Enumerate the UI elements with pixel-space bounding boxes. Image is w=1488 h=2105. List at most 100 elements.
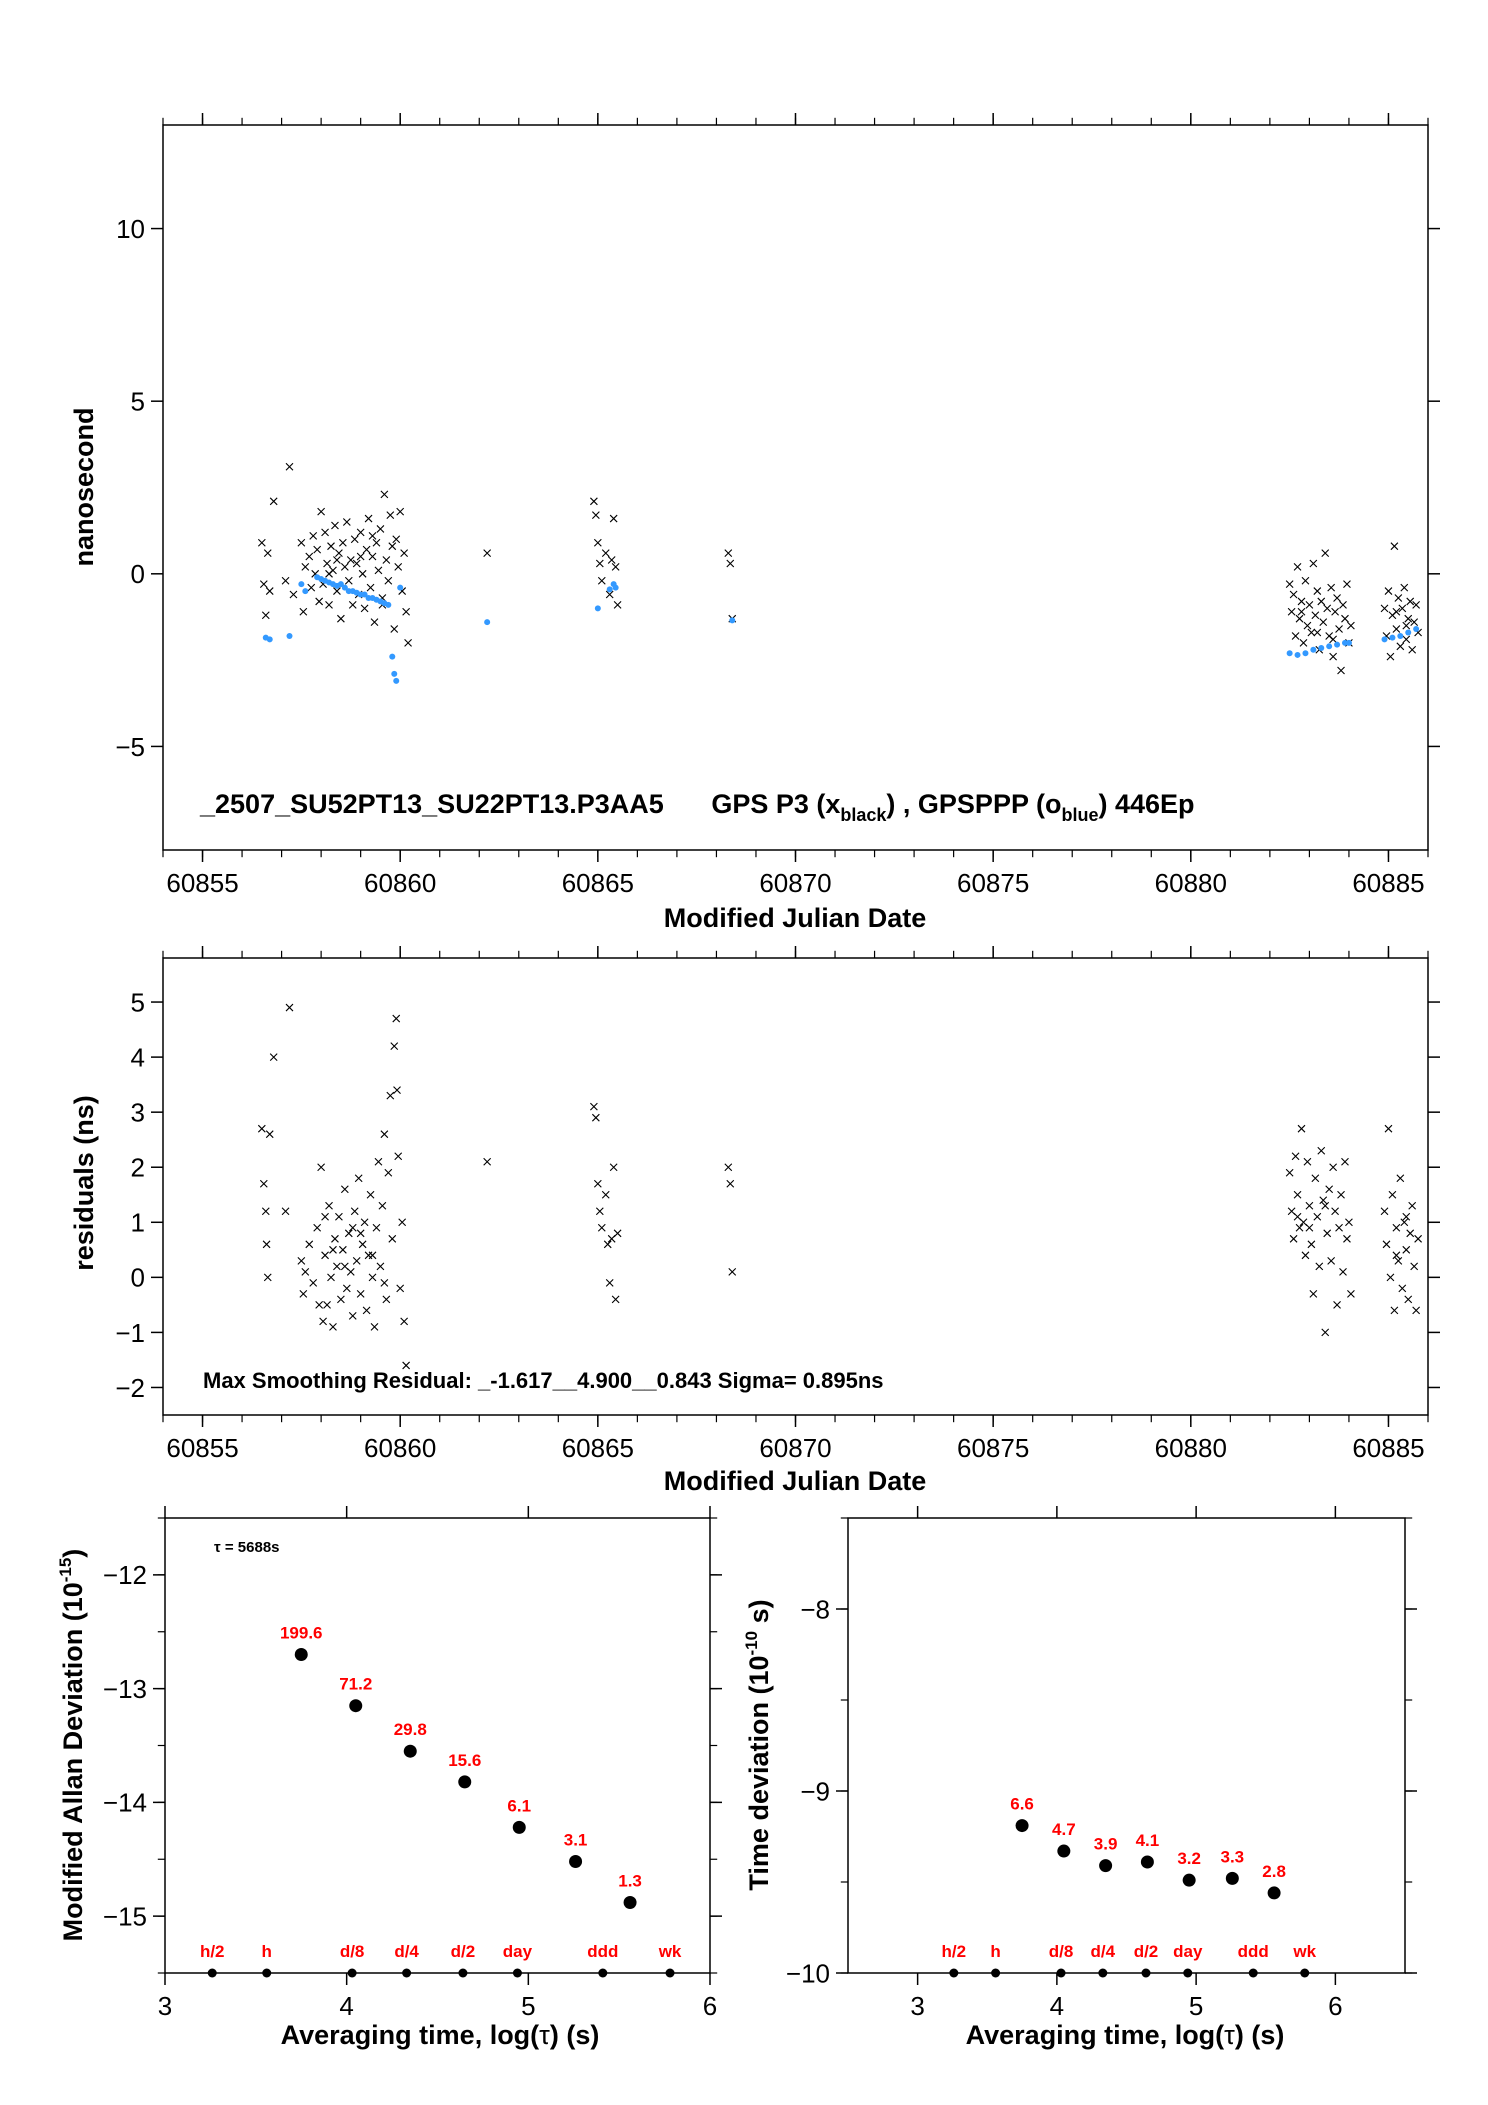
gps-p3-point: [1329, 635, 1338, 644]
residual-point: [483, 1157, 492, 1166]
interval-marker-label: h: [262, 1942, 272, 1961]
interval-marker-label: day: [1173, 1942, 1203, 1961]
time-series-plot: 60855 60860 60865 60870 60875 60880 60885 −5 0 5 1…: [69, 113, 1440, 933]
p1-title-gps: GPS P3 (x: [711, 789, 840, 819]
residual-point: [1293, 1212, 1302, 1221]
p1-title-end: ) 446Ep: [1098, 789, 1194, 819]
residual-point: [392, 1014, 401, 1023]
interval-marker: [1183, 1968, 1193, 1978]
gps-p3-point: [323, 559, 331, 568]
gps-p3-point: [1412, 600, 1421, 609]
interval-marker-label: day: [503, 1942, 533, 1961]
gps-p3-point: [376, 525, 385, 533]
gps-p3-point: [392, 535, 401, 544]
gps-p3-point: [1392, 625, 1401, 633]
gps-p3-point: [356, 528, 365, 537]
gps-p3-point: [726, 559, 735, 568]
residual-point: [1295, 1223, 1304, 1232]
gps-p3-point: [404, 638, 412, 647]
gps-p3-point: [338, 538, 347, 547]
residual-point: [261, 1207, 270, 1216]
residual-point: [364, 1251, 373, 1260]
gps-p3-point: [1390, 542, 1399, 551]
residual-point: [319, 1317, 327, 1326]
p3-ylabel-post: ): [58, 1549, 88, 1558]
gpsppp-point: [1334, 641, 1341, 648]
gps-p3-point: [335, 549, 343, 557]
gps-p3-point: [368, 552, 377, 561]
x-tick-label: 60880: [1155, 1433, 1227, 1463]
residual-point: [370, 1323, 379, 1331]
residual-point: [609, 1163, 618, 1172]
gps-p3-point: [299, 607, 308, 616]
gps-p3-point: [1301, 576, 1310, 585]
x-tick-label: 5: [521, 1991, 535, 2021]
p1-title-ppp-sub: blue: [1061, 805, 1098, 825]
gps-p3-point: [360, 604, 369, 613]
p1-title-mid: ) , GPSPPP (o: [886, 789, 1061, 819]
p1-frame: [162, 124, 1429, 851]
interval-marker: [598, 1968, 608, 1978]
residual-point: [262, 1240, 271, 1249]
gps-p3-point: [394, 563, 403, 571]
y-tick-label: −5: [115, 732, 145, 762]
deviation-value-label: 2.8: [1262, 1862, 1286, 1881]
p2-ylabel: residuals (ns): [69, 1095, 99, 1271]
gps-p3-point: [259, 580, 268, 589]
x-tick-label: 60880: [1155, 868, 1227, 898]
gps-p3-point: [382, 556, 391, 564]
y-tick-label: 10: [116, 214, 145, 244]
interval-marker-label: d/4: [1091, 1942, 1116, 1961]
y-tick-label: −1: [115, 1318, 145, 1348]
gps-p3-point: [1319, 618, 1328, 627]
residual-point: [593, 1179, 602, 1188]
x-tick-label: 60885: [1352, 1433, 1424, 1463]
gps-p3-point: [1313, 587, 1322, 595]
interval-marker-label: d/2: [451, 1942, 476, 1961]
y-tick-label: −13: [103, 1674, 147, 1704]
interval-marker: [207, 1968, 217, 1978]
residual-point: [1398, 1284, 1407, 1293]
gps-p3-point: [1291, 632, 1300, 640]
x-tick-label: 4: [1050, 1991, 1064, 2021]
deviation-value-label: 3.2: [1177, 1849, 1201, 1868]
residual-point: [1333, 1300, 1341, 1309]
p4-xlabel-tau: τ: [1224, 2020, 1235, 2050]
gpsppp-point: [337, 581, 344, 588]
gps-p3-point: [362, 545, 371, 554]
residual-point: [613, 1229, 622, 1238]
gps-p3-point: [1331, 607, 1339, 616]
residual-point: [1394, 1256, 1403, 1265]
x-tick-label: 60860: [364, 868, 436, 898]
gps-p3-point: [358, 569, 367, 578]
gpsppp-point: [1318, 645, 1325, 652]
gps-p3-point: [1307, 628, 1316, 637]
gps-p3-point: [611, 563, 620, 571]
gps-p3-point: [265, 587, 274, 595]
residual-point: [390, 1042, 399, 1050]
residual-point: [393, 1086, 401, 1095]
residual-point: [726, 1179, 735, 1188]
gps-p3-point: [591, 511, 600, 520]
interval-marker-label: d/8: [1049, 1942, 1074, 1961]
interval-marker: [991, 1968, 1001, 1978]
deviation-point: [1057, 1844, 1071, 1858]
gps-p3-point: [1313, 628, 1322, 637]
deviation-point: [1267, 1886, 1281, 1900]
residual-point: [263, 1273, 272, 1282]
gpsppp-point: [341, 584, 348, 591]
p1-title: _2507_SU52PT13_SU22PT13.P3AA5 GPS P3 (xb…: [199, 789, 1195, 825]
gpsppp-point: [266, 636, 273, 643]
deviation-value-label: 6.6: [1010, 1795, 1034, 1814]
gps-p3-point: [1293, 563, 1302, 571]
gps-p3-point: [1337, 666, 1345, 675]
residual-point: [1311, 1174, 1320, 1183]
x-tick-label: 60860: [364, 1433, 436, 1463]
gps-p3-point: [348, 600, 357, 609]
residual-point: [1313, 1212, 1322, 1221]
residual-point: [368, 1251, 377, 1260]
deviation-value-label: 199.6: [280, 1624, 323, 1643]
deviation-value-label: 4.1: [1136, 1831, 1160, 1850]
gps-p3-point: [370, 618, 379, 627]
residual-point: [1307, 1240, 1316, 1249]
